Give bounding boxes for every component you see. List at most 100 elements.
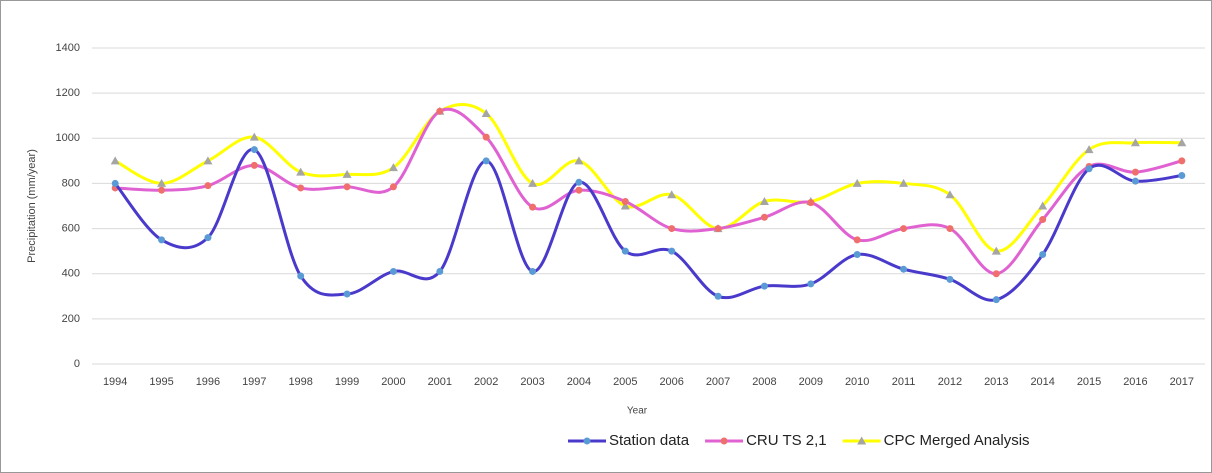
data-point bbox=[760, 282, 768, 290]
data-point bbox=[157, 178, 167, 187]
data-point bbox=[759, 196, 769, 205]
data-point bbox=[528, 178, 538, 187]
data-point bbox=[1177, 138, 1187, 147]
x-tick-label: 2014 bbox=[1030, 376, 1054, 388]
y-tick-label: 800 bbox=[62, 177, 80, 189]
data-point bbox=[250, 146, 258, 154]
data-point bbox=[574, 156, 584, 165]
x-tick-label: 2009 bbox=[799, 376, 823, 388]
legend-marker bbox=[720, 437, 728, 445]
data-point bbox=[482, 133, 490, 141]
data-point bbox=[807, 280, 815, 288]
data-point bbox=[900, 225, 908, 233]
x-tick-label: 1998 bbox=[288, 376, 312, 388]
x-tick-label: 2012 bbox=[938, 376, 962, 388]
data-point bbox=[529, 267, 537, 275]
data-point bbox=[203, 156, 213, 165]
data-point bbox=[343, 290, 351, 298]
x-tick-label: 2006 bbox=[659, 376, 683, 388]
x-tick-label: 2013 bbox=[984, 376, 1008, 388]
data-point bbox=[668, 225, 676, 233]
data-point bbox=[760, 213, 768, 221]
y-tick-label: 400 bbox=[62, 268, 80, 280]
x-tick-label: 2015 bbox=[1077, 376, 1101, 388]
data-point bbox=[296, 167, 306, 176]
x-tick-label: 1995 bbox=[149, 376, 173, 388]
data-point bbox=[1085, 165, 1093, 173]
data-point bbox=[436, 267, 444, 275]
data-point bbox=[1038, 201, 1048, 210]
data-point bbox=[991, 246, 1001, 255]
data-point bbox=[249, 132, 259, 141]
legend-label: Station data bbox=[609, 432, 690, 449]
data-point bbox=[853, 251, 861, 259]
data-point bbox=[1084, 145, 1094, 154]
data-point bbox=[343, 183, 351, 191]
data-point bbox=[158, 186, 166, 194]
data-point bbox=[389, 183, 397, 191]
data-point bbox=[529, 203, 537, 211]
x-tick-label: 2016 bbox=[1123, 376, 1147, 388]
x-tick-label: 1994 bbox=[103, 376, 127, 388]
data-point bbox=[481, 108, 491, 117]
data-point bbox=[667, 190, 677, 199]
data-point bbox=[1131, 177, 1139, 185]
y-tick-label: 1000 bbox=[56, 132, 80, 144]
x-tick-label: 2008 bbox=[752, 376, 776, 388]
data-point bbox=[853, 236, 861, 244]
y-axis-label: Precipitation (mm/year) bbox=[26, 149, 38, 263]
data-point bbox=[204, 182, 212, 190]
x-tick-label: 1997 bbox=[242, 376, 266, 388]
y-tick-label: 1400 bbox=[56, 42, 80, 54]
data-point bbox=[945, 190, 955, 199]
x-axis-label: Year bbox=[627, 406, 648, 417]
data-point bbox=[1178, 157, 1186, 165]
x-tick-label: 2002 bbox=[474, 376, 498, 388]
y-tick-label: 0 bbox=[74, 358, 80, 370]
data-point bbox=[620, 201, 630, 210]
x-tick-label: 2000 bbox=[381, 376, 405, 388]
legend-label: CPC Merged Analysis bbox=[884, 432, 1030, 449]
legend-label: CRU TS 2,1 bbox=[746, 432, 827, 449]
x-tick-label: 2011 bbox=[892, 376, 916, 388]
data-point bbox=[807, 199, 815, 207]
data-point bbox=[946, 275, 954, 283]
data-point bbox=[389, 267, 397, 275]
y-tick-label: 600 bbox=[62, 222, 80, 234]
data-point bbox=[900, 265, 908, 273]
legend-marker bbox=[583, 437, 591, 445]
data-point bbox=[714, 292, 722, 300]
data-point bbox=[158, 236, 166, 244]
x-tick-label: 2004 bbox=[567, 376, 591, 388]
data-point bbox=[297, 184, 305, 192]
data-point bbox=[482, 157, 490, 165]
data-point bbox=[297, 272, 305, 280]
x-tick-label: 2017 bbox=[1170, 376, 1194, 388]
data-point bbox=[621, 247, 629, 255]
data-point bbox=[204, 234, 212, 242]
data-point bbox=[1039, 216, 1047, 224]
data-point bbox=[992, 296, 1000, 304]
x-tick-label: 2007 bbox=[706, 376, 730, 388]
data-point bbox=[250, 161, 258, 169]
data-point bbox=[110, 156, 120, 165]
data-point bbox=[1131, 168, 1139, 176]
data-point bbox=[575, 186, 583, 194]
x-tick-label: 2010 bbox=[845, 376, 869, 388]
legend-marker bbox=[857, 436, 867, 445]
y-tick-label: 1200 bbox=[56, 87, 80, 99]
data-point bbox=[436, 107, 444, 115]
x-tick-label: 1996 bbox=[196, 376, 220, 388]
data-point bbox=[668, 247, 676, 255]
data-point bbox=[1130, 138, 1140, 147]
x-tick-label: 1999 bbox=[335, 376, 359, 388]
data-point bbox=[621, 197, 629, 205]
x-tick-label: 2001 bbox=[428, 376, 452, 388]
data-point bbox=[992, 270, 1000, 278]
data-point bbox=[111, 179, 119, 187]
data-point bbox=[575, 178, 583, 186]
data-point bbox=[1039, 251, 1047, 259]
x-tick-label: 2003 bbox=[520, 376, 544, 388]
